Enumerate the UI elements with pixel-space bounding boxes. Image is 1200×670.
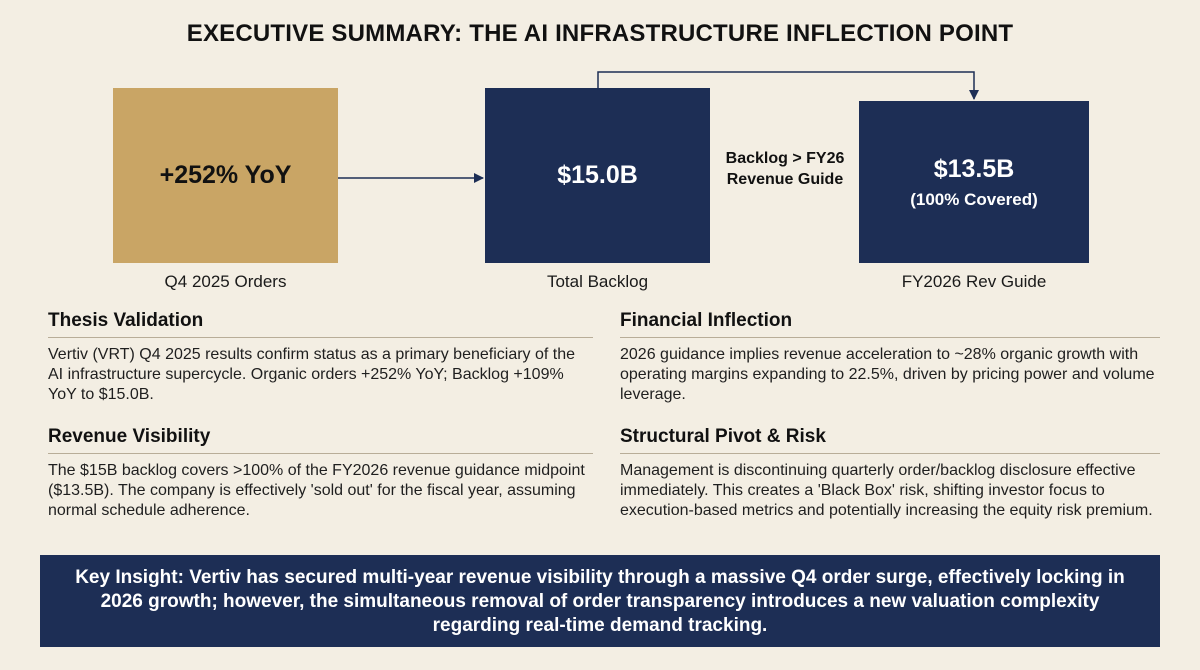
structural-pivot-body: Management is discontinuing quarterly or… [620,462,1153,519]
flow-diagram: +252% YoY $15.0B $13.5B (100% Covered) B… [0,0,1200,300]
guide-box: $13.5B (100% Covered) [859,101,1089,263]
connector-arrows [338,71,979,183]
revenue-visibility-heading: Revenue Visibility [48,426,593,454]
backlog-box: $15.0B [485,88,710,263]
guide-value: $13.5B [933,154,1015,183]
connector-label-line1: Backlog > FY26 [725,150,845,167]
revenue-visibility-section: Revenue Visibility The $15B backlog cove… [48,426,593,521]
orders-label: Q4 2025 Orders [164,272,287,291]
connector-label-line2: Revenue Guide [726,171,844,188]
guide-label: FY2026 Rev Guide [901,272,1047,291]
structural-pivot-section: Structural Pivot & Risk Management is di… [620,426,1160,521]
connector-label: Backlog > FY26 Revenue Guide [710,148,860,190]
structural-pivot-heading: Structural Pivot & Risk [620,426,1160,454]
revenue-visibility-body: The $15B backlog covers >100% of the FY2… [48,462,585,519]
key-insight-text: Key Insight: Vertiv has secured multi-ye… [75,567,1125,636]
key-insight-banner: Key Insight: Vertiv has secured multi-ye… [40,555,1160,647]
orders-box: +252% YoY [113,88,338,263]
guide-coverage: (100% Covered) [910,189,1038,209]
backlog-value: $15.0B [557,161,638,189]
backlog-label: Total Backlog [546,272,649,291]
thesis-validation-heading: Thesis Validation [48,310,593,338]
financial-inflection-body: 2026 guidance implies revenue accelerati… [620,346,1155,403]
thesis-validation-section: Thesis Validation Vertiv (VRT) Q4 2025 r… [48,310,593,405]
orders-value: +252% YoY [159,161,292,189]
page-title: EXECUTIVE SUMMARY: THE AI INFRASTRUCTURE… [186,20,1014,47]
backlog-to-guide-arrow [597,71,979,100]
financial-inflection-section: Financial Inflection 2026 guidance impli… [620,310,1160,405]
thesis-validation-body: Vertiv (VRT) Q4 2025 results confirm sta… [48,346,576,403]
financial-inflection-heading: Financial Inflection [620,310,1160,338]
